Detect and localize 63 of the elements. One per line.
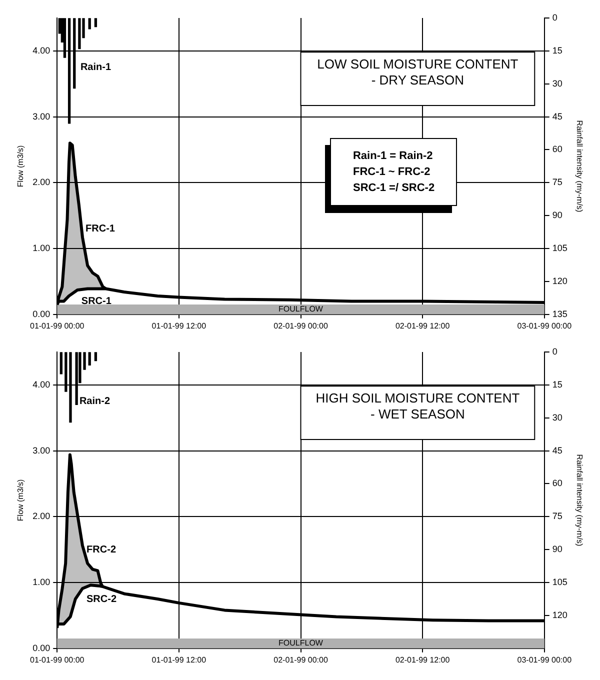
x-tick-label: 02-01-99 00:00 <box>274 655 328 664</box>
x-tick-label: 03-01-99 00:00 <box>517 321 572 330</box>
y2-tick-label: 60 <box>552 144 562 154</box>
bar <box>94 352 98 362</box>
y2-tick-label: 30 <box>552 412 562 422</box>
y-axis-title: Flow (m3/s) <box>16 478 26 522</box>
x-tick-label: 01-01-99 00:00 <box>30 321 85 330</box>
y2-axis-title: Rainfall intensity (my-m/s) <box>574 120 584 213</box>
x-tick-label: 02-01-99 12:00 <box>395 321 450 330</box>
x-tick-label: 02-01-99 12:00 <box>395 655 450 664</box>
y2-tick-label: 120 <box>552 276 568 286</box>
text: - DRY SEASON <box>371 72 464 88</box>
x-tick-label: 01-01-99 12:00 <box>152 655 207 664</box>
y2-tick-label: 0 <box>552 346 558 356</box>
band-label: FOULFLOW <box>278 304 324 314</box>
bar <box>88 352 91 366</box>
y-tick-label: 3.00 <box>32 111 50 122</box>
text: - WET SEASON <box>370 406 465 422</box>
y-tick-label: 0.00 <box>32 642 50 653</box>
band-label: FOULFLOW <box>278 638 324 648</box>
y-tick-label: 2.00 <box>32 511 50 522</box>
annotation: Rain-2 <box>79 396 110 408</box>
y2-tick-label: 15 <box>552 379 562 390</box>
y2-tick-label: 60 <box>552 478 562 488</box>
y-tick-label: 2.00 <box>32 177 50 188</box>
annotation: FRC-1 <box>86 224 116 235</box>
annotation: Rain-1 <box>80 62 112 74</box>
series-label: SRC-1 <box>81 296 112 307</box>
y2-tick-label: 75 <box>552 511 562 522</box>
series-label: SRC-2 <box>86 594 117 606</box>
y2-tick-label: 15 <box>552 45 562 56</box>
y2-tick-label: 120 <box>552 610 568 620</box>
y-tick-label: 1.00 <box>32 577 50 588</box>
y2-tick-label: 90 <box>552 544 562 554</box>
y-axis-title: Flow (m3/s) <box>16 144 26 188</box>
annotation: Rain-1 = Rain-2 <box>352 149 434 164</box>
annotation: FRC-1 ~ FRC-2 <box>352 165 432 180</box>
y2-tick-label: 105 <box>552 243 568 254</box>
y2-tick-label: 105 <box>552 577 568 588</box>
y2-tick-label: 135 <box>552 308 568 319</box>
bar <box>88 18 91 30</box>
annotation: SRC-1 =/ SRC-2 <box>352 181 436 196</box>
text: LOW SOIL MOISTURE CONTENT <box>317 56 518 72</box>
y-tick-label: 0.00 <box>32 308 50 319</box>
x-tick-label: 03-01-99 00:00 <box>517 655 572 664</box>
y2-tick-label: 45 <box>552 445 562 456</box>
y2-axis-title: Rainfall intensity (my-m/s) <box>574 454 584 547</box>
x-tick-label: 01-01-99 12:00 <box>152 321 207 330</box>
x-tick-label: 01-01-99 00:00 <box>30 655 85 664</box>
text: HIGH SOIL MOISTURE CONTENT <box>316 390 520 406</box>
y2-tick-label: 45 <box>552 111 562 122</box>
bar <box>60 352 63 374</box>
annotation: FRC-2 <box>86 544 116 556</box>
y-tick-label: 4.00 <box>32 379 50 390</box>
y-tick-label: 4.00 <box>32 45 50 56</box>
y2-tick-label: 75 <box>552 177 562 188</box>
y-tick-label: 1.00 <box>32 243 50 254</box>
bar <box>94 18 98 28</box>
y2-tick-label: 90 <box>552 210 562 220</box>
x-tick-label: 02-01-99 00:00 <box>274 321 328 330</box>
y-tick-label: 3.00 <box>32 445 50 456</box>
y2-tick-label: 0 <box>552 12 558 22</box>
y2-tick-label: 30 <box>552 78 562 88</box>
